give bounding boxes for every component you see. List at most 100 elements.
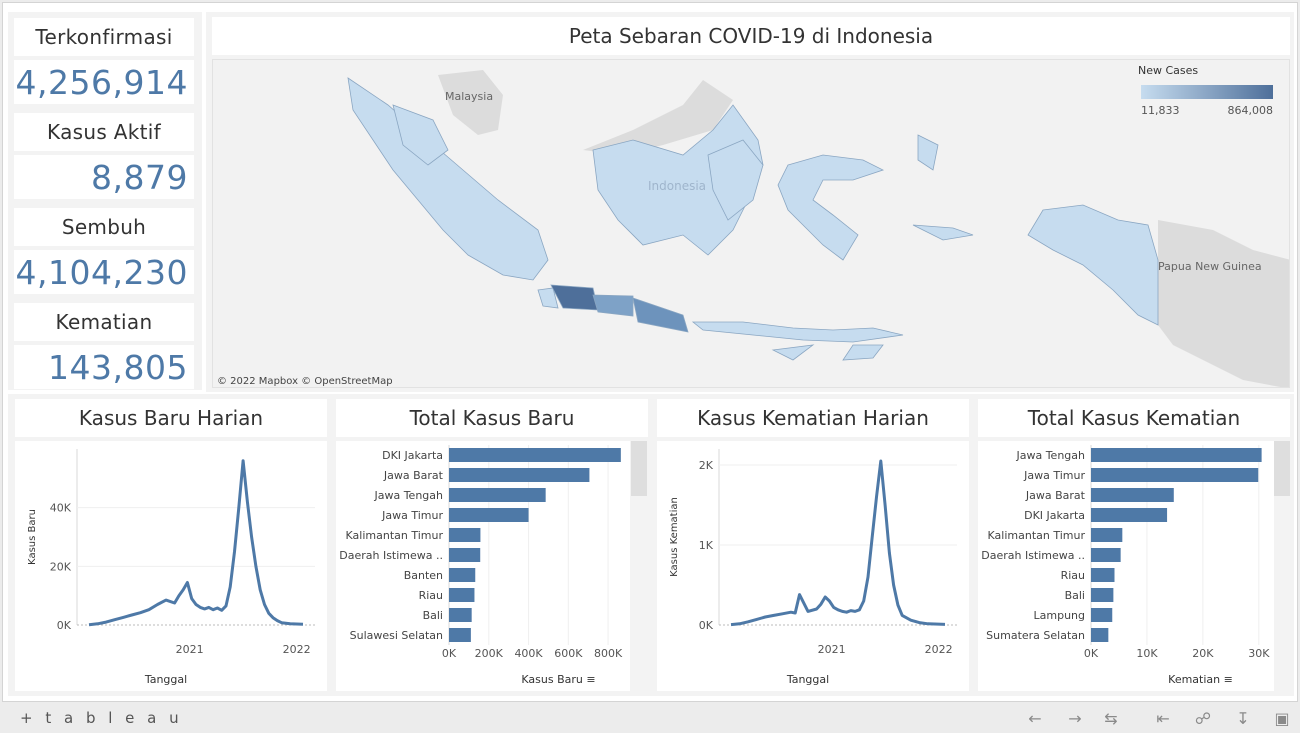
category-label: Jawa Tengah	[1015, 449, 1085, 462]
category-label: Kalimantan Timur	[346, 529, 444, 542]
province-sumba[interactable]	[771, 344, 815, 361]
map-view[interactable]: Malaysia Indonesia Papua New Guinea New …	[212, 59, 1290, 388]
category-label: Riau	[419, 589, 443, 602]
province-maluku-utara[interactable]	[917, 134, 939, 171]
bar	[1091, 568, 1115, 582]
kpi-value-confirmed: 4,256,914	[14, 60, 194, 104]
y-axis-label: Kasus Kematian	[669, 497, 680, 577]
x-tick-label: 0K	[1084, 647, 1099, 660]
x-tick-label: 2022	[925, 643, 953, 656]
category-label: Jawa Timur	[1023, 469, 1085, 482]
bar	[449, 548, 481, 562]
map-attribution: © 2022 Mapbox © OpenStreetMap	[217, 376, 393, 387]
bar	[1091, 548, 1121, 562]
undo-icon[interactable]: ←	[1028, 708, 1042, 728]
kpi-label-recovered: Sembuh	[14, 208, 194, 246]
y-tick-label: 0K	[699, 619, 714, 632]
province-sumatra[interactable]	[347, 77, 549, 281]
total-deaths-title: Total Kasus Kematian	[978, 399, 1290, 437]
x-tick-label: 20K	[1192, 647, 1214, 660]
scrollbar-thumb	[631, 441, 647, 496]
bar	[449, 528, 481, 542]
series-line	[88, 459, 304, 627]
total-cases-card: 0K 200K 400K 600K 800K DKI Jakarta Jawa Barat J…	[336, 441, 647, 691]
total-deaths-chart[interactable]: 0K 10K 20K 30K Jawa Tengah Jawa Timur Jawa Bar…	[978, 441, 1290, 691]
bar	[449, 568, 476, 582]
bar	[1091, 608, 1113, 622]
legend-title: New Cases	[1138, 64, 1198, 77]
bar	[1091, 448, 1262, 462]
province-papua[interactable]	[1027, 204, 1159, 326]
province-sulawesi[interactable]	[777, 154, 885, 261]
revert-icon[interactable]: ⇆	[1104, 708, 1118, 728]
bar	[1091, 508, 1168, 522]
category-label: Sulawesi Selatan	[350, 629, 443, 642]
province-jawa-timur[interactable]	[632, 297, 689, 333]
bar	[449, 608, 472, 622]
x-tick-label: 2021	[818, 643, 846, 656]
category-label: Sumatera Selatan	[986, 629, 1085, 642]
download-icon[interactable]: ↧	[1236, 708, 1250, 728]
reset-icon[interactable]: ⇤	[1156, 708, 1170, 728]
category-label: Jawa Tengah	[373, 489, 443, 502]
category-label: Banten	[404, 569, 443, 582]
x-tick-label: 200K	[475, 647, 504, 660]
total-cases-title: Total Kasus Baru	[336, 399, 648, 437]
daily-deaths-title: Kasus Kematian Harian	[657, 399, 969, 437]
province-banten[interactable]	[537, 287, 559, 309]
bar	[449, 508, 529, 522]
map-label-png: Papua New Guinea	[1158, 260, 1262, 273]
daily-cases-title: Kasus Baru Harian	[15, 399, 327, 437]
category-label: Bali	[1065, 589, 1085, 602]
bar	[1091, 588, 1114, 602]
bar	[449, 468, 590, 482]
kpi-label-deaths: Kematian	[14, 303, 194, 341]
map-label-indonesia: Indonesia	[648, 179, 706, 193]
province-riau[interactable]	[392, 104, 449, 166]
x-tick-label: 10K	[1136, 647, 1158, 660]
category-label: Riau	[1061, 569, 1085, 582]
x-axis-label: Tanggal	[786, 673, 829, 686]
fullscreen-icon[interactable]: ▣	[1274, 708, 1290, 728]
share-icon[interactable]: ☍	[1194, 708, 1212, 728]
tableau-logo[interactable]: + t a b l e a u	[20, 709, 183, 727]
series-line	[730, 459, 946, 627]
province-jawa-barat[interactable]	[550, 284, 599, 311]
province-nusa-tenggara[interactable]	[691, 321, 904, 343]
province-timor[interactable]	[842, 344, 884, 361]
province-jawa-tengah[interactable]	[592, 294, 634, 317]
scrollbar-thumb	[1274, 441, 1290, 496]
kpi-label-confirmed: Terkonfirmasi	[14, 18, 194, 56]
x-tick-label: 400K	[514, 647, 543, 660]
daily-cases-chart[interactable]: 0K 20K 40K 2021 2022 Tanggal Kasus Baru	[15, 441, 327, 691]
bar	[1091, 628, 1109, 642]
legend-min: 11,833	[1141, 104, 1180, 117]
total-cases-chart[interactable]: 0K 200K 400K 600K 800K DKI Jakarta Jawa Barat J…	[336, 441, 648, 691]
x-tick-label: 800K	[594, 647, 623, 660]
category-label: Kalimantan Timur	[988, 529, 1086, 542]
kpi-value-active: 8,879	[14, 155, 194, 199]
category-label: Lampung	[1034, 609, 1086, 622]
map-title: Peta Sebaran COVID-19 di Indonesia	[212, 17, 1290, 55]
category-label: Daerah Istimewa ..	[339, 549, 443, 562]
redo-icon[interactable]: →	[1068, 708, 1082, 728]
category-label: Jawa Timur	[381, 509, 443, 522]
y-tick-label: 0K	[57, 619, 72, 632]
province-maluku[interactable]	[912, 224, 974, 241]
bar	[449, 488, 546, 502]
bar	[1091, 488, 1174, 502]
bar	[1091, 468, 1259, 482]
province-kalimantan-timur[interactable]	[707, 139, 764, 221]
x-tick-label: 0K	[442, 647, 457, 660]
indonesia-map[interactable]: Malaysia Indonesia Papua New Guinea New …	[213, 60, 1290, 388]
x-axis-label: Kematian ≡	[1168, 673, 1233, 686]
legend-gradient	[1141, 85, 1273, 99]
bar	[449, 628, 471, 642]
daily-deaths-chart[interactable]: 0K 1K 2K 2021 2022 Tanggal Kasus Kematian	[657, 441, 969, 691]
bar	[449, 588, 475, 602]
x-tick-label: 30K	[1248, 647, 1270, 660]
category-label: Bali	[423, 609, 443, 622]
category-label: Daerah Istimewa ..	[981, 549, 1085, 562]
malaysia-borneo	[583, 80, 733, 155]
tableau-toolbar: + t a b l e a u ← → ⇆ ⇤ ☍ ↧ ▣	[0, 702, 1300, 733]
